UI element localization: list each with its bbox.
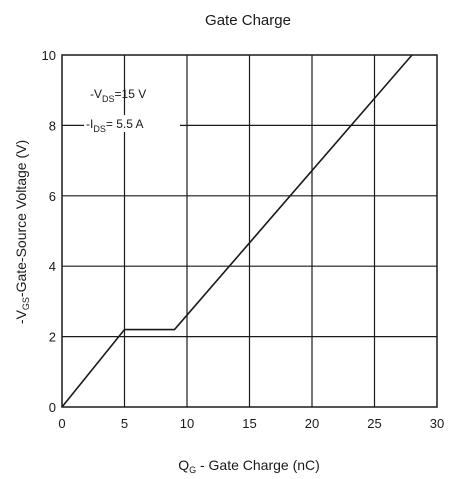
y-tick-label: 4: [49, 259, 56, 274]
y-axis-label-sub: GS: [21, 297, 31, 310]
x-axis-label-text: - Gate Charge (nC): [196, 457, 320, 473]
y-tick-label: 6: [49, 189, 56, 204]
x-tick-label: 20: [305, 416, 319, 431]
series-group: [61, 54, 413, 408]
y-axis-label-text: -Gate-Source Voltage (V): [13, 140, 29, 297]
annotation-ids-value: = 5.5 A: [106, 117, 144, 131]
y-tick-label: 0: [49, 400, 56, 415]
svg-text:-VDS=15 V: -VDS=15 V: [90, 87, 146, 104]
x-tick-label: 10: [180, 416, 194, 431]
annotation-ids-sub: DS: [93, 124, 106, 134]
y-axis-label-prefix: -V: [13, 309, 29, 324]
y-tick-label: 8: [49, 118, 56, 133]
plot-frame: [61, 54, 438, 408]
annotation-vds-prefix: -V: [90, 87, 102, 101]
x-tick-label: 0: [58, 416, 65, 431]
annotation-vds: -VDS=15 V: [90, 87, 146, 104]
y-tick-label: 2: [49, 330, 56, 345]
x-tick-labels: 0 5 10 15 20 25 30: [58, 416, 444, 431]
x-axis-label-symbol: Q: [178, 457, 189, 473]
chart-title: Gate Charge: [205, 12, 291, 29]
annotation-vds-sub: DS: [102, 94, 115, 104]
x-tick-label: 15: [242, 416, 256, 431]
grid-lines: [62, 55, 437, 407]
x-tick-label: 5: [121, 416, 128, 431]
annotation-ids-background: [84, 115, 180, 132]
x-tick-label: 30: [430, 416, 444, 431]
annotation-ids-prefix: -I: [86, 117, 93, 131]
x-tick-label: 25: [367, 416, 381, 431]
series-line-0: [61, 54, 413, 408]
x-axis-label-sub: G: [189, 465, 196, 475]
annotation-ids: -IDS= 5.5 A: [84, 115, 180, 134]
y-tick-labels: 0 2 4 6 8 10: [42, 48, 56, 415]
x-axis-label: QG - Gate Charge (nC): [178, 457, 320, 475]
y-tick-label: 10: [42, 48, 56, 63]
svg-text:-IDS= 5.5 A: -IDS= 5.5 A: [86, 117, 144, 134]
y-axis-label: -VGS-Gate-Source Voltage (V): [13, 140, 31, 324]
annotation-vds-value: =15 V: [115, 87, 147, 101]
